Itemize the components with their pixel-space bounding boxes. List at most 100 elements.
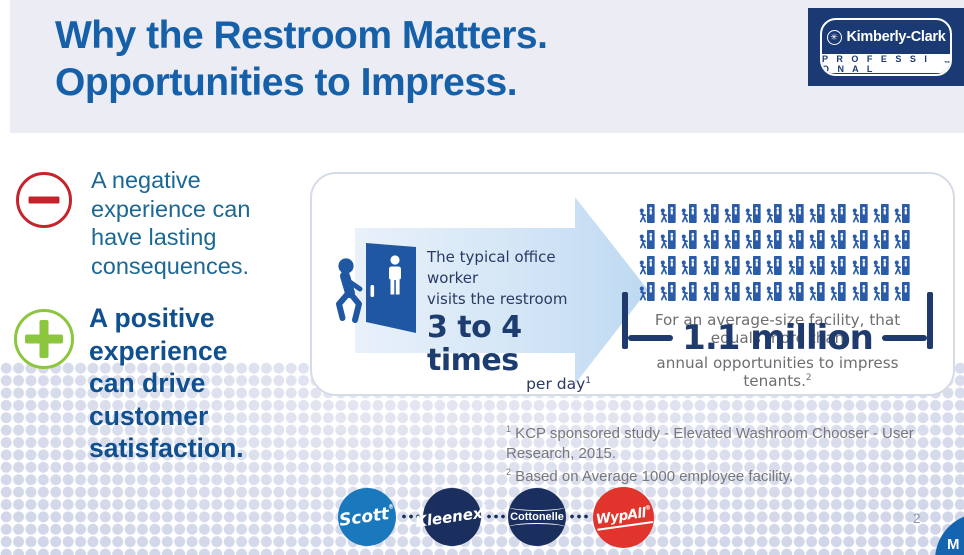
logo-sub-brand: P R O F E S S I O N A L — [822, 53, 930, 74]
brand-circle-scott: Scott® — [338, 488, 396, 546]
person-entering-door-icon — [724, 255, 740, 275]
logo-shield: ✳ Kimberly-Clark P R O F E S S I O N A L… — [820, 18, 952, 76]
person-entering-door-icon — [767, 255, 783, 275]
person-entering-door-icon — [831, 281, 847, 301]
page-number: 2 — [913, 511, 921, 526]
person-entering-door-icon — [681, 255, 697, 275]
person-entering-door-icon — [873, 203, 889, 223]
bracket-bar-left — [622, 292, 628, 349]
person-entering-door-icon — [895, 255, 910, 275]
bracket-midline: 1.1 million — [628, 318, 927, 358]
footnote-2: 2 Based on Average 1000 employee facilit… — [506, 463, 964, 487]
person-entering-door-icon — [852, 229, 868, 249]
kleenex-logo-text: Kleenex® — [414, 502, 489, 532]
person-entering-door-icon — [831, 229, 847, 249]
stat-big-text: 3 to 4 times — [427, 310, 522, 378]
dotted-separator — [484, 514, 508, 519]
person-entering-door-icon — [788, 229, 804, 249]
logo-professional-text: P R O F E S S I O N A L ™ — [822, 53, 950, 74]
person-entering-door-icon — [788, 203, 804, 223]
restroom-door-icon — [336, 243, 416, 333]
person-entering-door-icon — [895, 281, 910, 301]
person-entering-door-icon — [809, 255, 825, 275]
person-entering-door-icon — [639, 255, 655, 275]
brand-circle-wypall: WypAll® — [593, 487, 654, 548]
stat-unit-text: per day1 — [427, 375, 605, 393]
corner-button-label: M — [947, 536, 960, 553]
footnote-1-text: KCP sponsored study - Elevated Washroom … — [506, 425, 914, 462]
person-entering-door-icon — [639, 281, 655, 301]
dotted-separator — [399, 514, 423, 519]
scott-logo-text: Scott® — [337, 503, 395, 531]
person-entering-door-icon — [745, 229, 761, 249]
person-entering-door-icon — [660, 203, 676, 223]
header-band — [10, 0, 964, 133]
person-entering-door-icon — [873, 229, 889, 249]
logo-trademark: ™ — [944, 60, 950, 67]
person-entering-door-icon — [767, 229, 783, 249]
person-entering-door-icon — [852, 281, 868, 301]
person-entering-door-icon — [831, 203, 847, 223]
person-entering-door-icon — [681, 203, 697, 223]
person-entering-door-icon — [703, 255, 719, 275]
person-entering-door-icon — [809, 281, 825, 301]
person-entering-door-icon — [681, 281, 697, 301]
person-entering-door-icon — [660, 255, 676, 275]
impress-icon-grid — [636, 200, 913, 304]
person-entering-door-icon — [681, 229, 697, 249]
annual-line: annual opportunities to impress tenants.… — [622, 354, 933, 390]
intro-line-2: visits the restroom — [427, 290, 568, 308]
intro-line-1: The typical office worker — [427, 248, 556, 287]
arrow-text-block: The typical office worker visits the res… — [427, 247, 605, 393]
footnote-ref-2: 2 — [805, 372, 812, 383]
minus-circle-icon — [16, 172, 72, 228]
person-entering-door-icon — [852, 255, 868, 275]
stat-bracket: For an average-size facility, that equal… — [622, 290, 933, 390]
person-entering-door-icon — [639, 229, 655, 249]
kimberly-clark-logo: ✳ Kimberly-Clark P R O F E S S I O N A L… — [808, 8, 964, 86]
person-entering-door-icon — [788, 255, 804, 275]
person-entering-door-icon — [788, 281, 804, 301]
person-entering-door-icon — [724, 203, 740, 223]
person-entering-door-icon — [660, 229, 676, 249]
person-entering-door-icon — [660, 281, 676, 301]
kc-flower-icon: ✳ — [826, 29, 842, 45]
person-entering-door-icon — [639, 203, 655, 223]
person-entering-door-icon — [745, 255, 761, 275]
person-entering-door-icon — [873, 255, 889, 275]
footnote-2-text: Based on Average 1000 employee facility. — [511, 468, 794, 485]
person-entering-door-icon — [703, 203, 719, 223]
bracket-bar-right — [927, 292, 933, 349]
person-entering-door-icon — [724, 229, 740, 249]
person-entering-door-icon — [895, 203, 910, 223]
person-entering-door-icon — [767, 203, 783, 223]
person-entering-door-icon — [724, 281, 740, 301]
equals-line: For an average-size facility, that equal… — [654, 311, 901, 347]
person-entering-door-icon — [809, 203, 825, 223]
person-entering-door-icon — [809, 229, 825, 249]
page-title: Why the Restroom Matters. Opportunities … — [55, 14, 548, 104]
per-day-label: per day — [526, 375, 586, 393]
person-entering-door-icon — [703, 281, 719, 301]
footnote-2-ref: 2 — [506, 467, 512, 477]
person-entering-door-icon — [767, 281, 783, 301]
positive-experience-text: A positive experience can drive customer… — [89, 303, 244, 463]
brand-circle-cottonelle: Cottonelle — [508, 488, 566, 546]
footnotes: 1 KCP sponsored study - Elevated Washroo… — [506, 420, 964, 487]
person-entering-door-icon — [745, 203, 761, 223]
negative-experience-text: A negative experience can have lasting c… — [91, 167, 251, 279]
footnote-ref-1: 1 — [585, 375, 591, 386]
bracket-line-left — [628, 335, 674, 341]
big-number: 1.1 million — [682, 318, 874, 358]
person-entering-door-icon — [831, 255, 847, 275]
plus-circle-icon — [14, 309, 74, 369]
person-entering-door-icon — [873, 281, 889, 301]
person-entering-door-icon — [703, 229, 719, 249]
wypall-logo-text: WypAll® — [594, 504, 653, 531]
person-entering-door-icon — [852, 203, 868, 223]
person-entering-door-icon — [745, 281, 761, 301]
person-entering-door-icon — [895, 229, 910, 249]
logo-brand-text: Kimberly-Clark — [846, 29, 946, 45]
brand-circle-kleenex: Kleenex® — [414, 488, 488, 546]
